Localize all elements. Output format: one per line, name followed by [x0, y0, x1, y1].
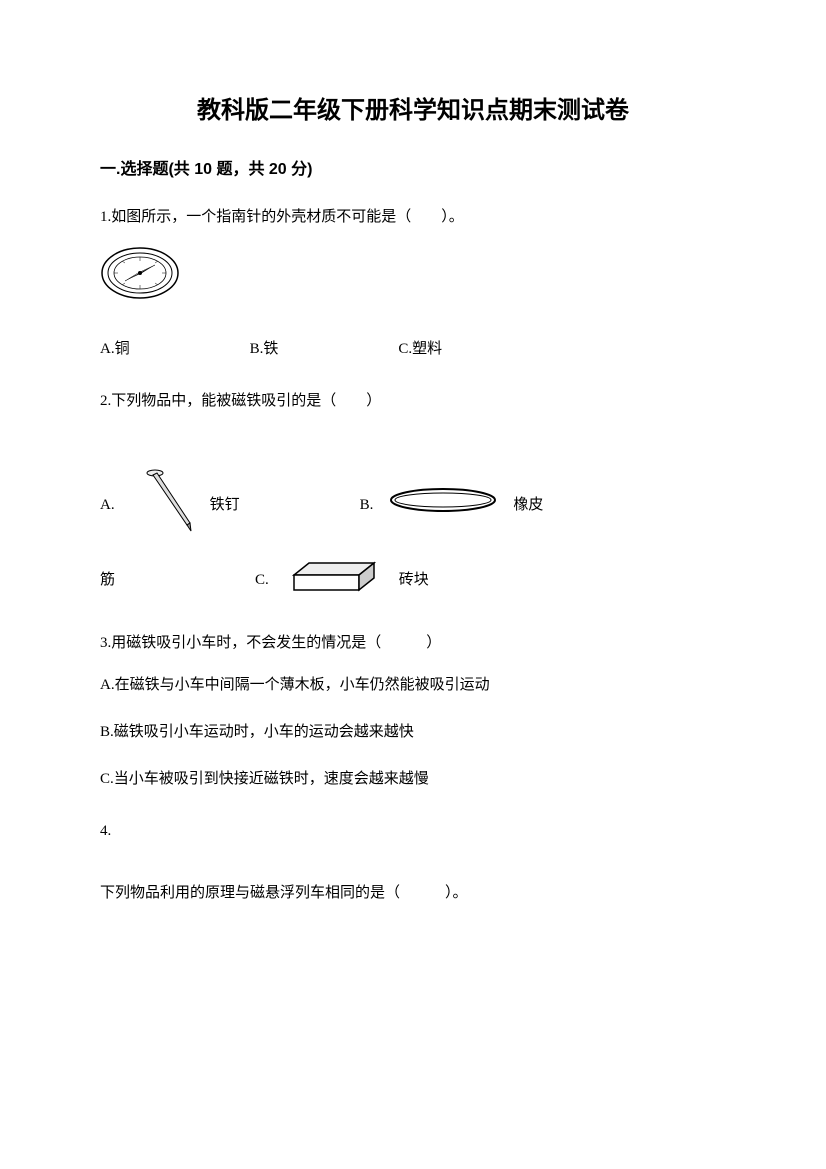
- q1-option-c: C.塑料: [398, 336, 442, 363]
- q2-name-b: 橡皮: [513, 492, 543, 519]
- q2-name-b2: 筋: [100, 567, 115, 594]
- brick-icon: [284, 555, 384, 605]
- exam-title: 教科版二年级下册科学知识点期末测试卷: [100, 90, 726, 125]
- q3-text: 3.用磁铁吸引小车时，不会发生的情况是（ ）: [100, 630, 726, 657]
- q1-option-a: A.铜: [100, 336, 130, 363]
- q1-options: A.铜 B.铁 C.塑料: [100, 336, 726, 363]
- q1-text: 1.如图所示，一个指南针的外壳材质不可能是（ ）。: [100, 204, 726, 231]
- q3-options: A.在磁铁与小车中间隔一个薄木板，小车仍然能被吸引运动 B.磁铁吸引小车运动时，…: [100, 672, 726, 793]
- question-4: 4. 下列物品利用的原理与磁悬浮列车相同的是（ ）。: [100, 818, 726, 907]
- q2-name-a: 铁钉: [210, 492, 240, 519]
- q4-text: 下列物品利用的原理与磁悬浮列车相同的是（ ）。: [100, 880, 726, 907]
- q3-option-b: B.磁铁吸引小车运动时，小车的运动会越来越快: [100, 719, 726, 746]
- section-1-header: 一.选择题(共 10 题，共 20 分): [100, 155, 726, 179]
- question-2: 2.下列物品中，能被磁铁吸引的是（ ） A. 铁钉 B. 橡皮: [100, 388, 726, 605]
- compass-icon: [100, 246, 726, 311]
- rubber-band-icon: [388, 485, 498, 525]
- q4-num: 4.: [100, 818, 726, 845]
- q2-label-a: A.: [100, 492, 115, 519]
- q1-option-b: B.铁: [250, 336, 279, 363]
- question-1: 1.如图所示，一个指南针的外壳材质不可能是（ ）。 A.铜 B.铁 C.塑料: [100, 204, 726, 363]
- question-3: 3.用磁铁吸引小车时，不会发生的情况是（ ） A.在磁铁与小车中间隔一个薄木板，…: [100, 630, 726, 793]
- q2-label-c: C.: [255, 567, 269, 594]
- q2-text: 2.下列物品中，能被磁铁吸引的是（ ）: [100, 388, 726, 415]
- nail-icon: [145, 465, 200, 545]
- q2-options: A. 铁钉 B. 橡皮 筋 C.: [100, 465, 726, 605]
- q3-option-a: A.在磁铁与小车中间隔一个薄木板，小车仍然能被吸引运动: [100, 672, 726, 699]
- q3-option-c: C.当小车被吸引到快接近磁铁时，速度会越来越慢: [100, 766, 726, 793]
- q2-label-b: B.: [360, 492, 374, 519]
- q2-name-c: 砖块: [399, 567, 429, 594]
